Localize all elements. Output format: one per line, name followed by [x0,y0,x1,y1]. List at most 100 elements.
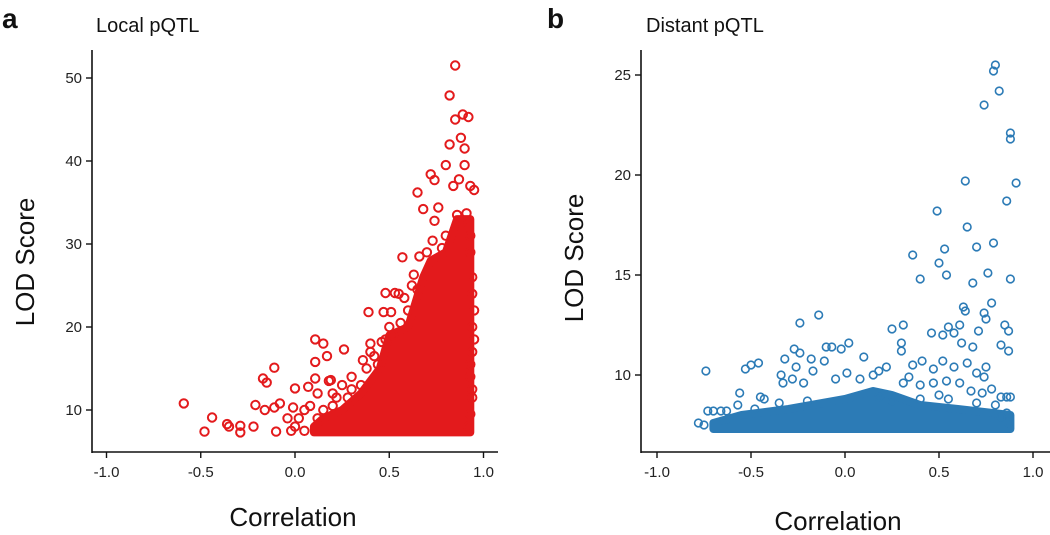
data-point [312,388,323,399]
data-point [286,425,297,436]
data-point [855,374,865,384]
data-point [393,288,404,299]
data-point [465,359,476,370]
data-point [467,288,478,299]
data-point [735,388,745,398]
y-tick-label: 10 [65,402,82,419]
data-point [928,378,939,388]
data-point [968,342,978,352]
data-point [289,383,301,394]
data-point [363,306,374,318]
data-point [321,350,333,362]
data-point [395,317,406,329]
data-point [235,420,246,431]
data-point [795,318,805,328]
x-tick-label: -1.0 [644,464,670,481]
data-point [859,352,869,362]
dense-point-cloud [309,215,475,437]
data-point [1005,128,1016,138]
data-point [250,399,261,411]
data-point [468,334,480,345]
data-point [421,247,433,258]
data-point [261,377,272,388]
data-point [830,374,841,384]
data-point [178,398,190,409]
data-point [750,404,760,414]
data-point [387,330,399,341]
x-axis-label: Correlation [229,502,356,532]
data-point [774,398,784,408]
data-point [917,356,927,366]
data-point [928,364,939,374]
data-point [708,406,719,416]
data-point [312,413,323,424]
data-point [1003,326,1014,336]
data-point [988,66,999,76]
data-point [979,308,989,318]
data-point [795,348,805,358]
data-point [450,114,461,125]
data-point [270,426,282,437]
data-point [1003,418,1014,428]
data-point [459,143,470,154]
y-tick-label: 20 [65,319,82,336]
data-point [981,314,991,324]
data-point [440,159,451,171]
data-point [943,394,954,404]
data-point [941,376,952,386]
x-tick-label: -0.5 [738,464,764,481]
data-point [455,132,467,144]
data-point [223,421,235,432]
y-tick-label: 25 [614,67,631,84]
data-point [429,174,440,186]
data-point [467,346,478,358]
data-point [821,342,831,352]
data-point [402,305,414,316]
data-point [701,366,711,376]
data-point [465,408,476,420]
data-point [960,306,970,316]
data-point [235,427,246,438]
data-point [259,404,270,416]
data-point [881,362,892,372]
data-point [299,404,310,416]
data-point [1002,392,1012,402]
data-point [990,60,1001,70]
data-point [384,321,395,333]
data-point [408,269,419,280]
data-point [908,250,918,260]
data-point [896,338,907,348]
data-point [457,109,468,120]
y-tick-label: 10 [614,367,631,384]
x-tick-label: -1.0 [94,464,120,481]
data-point [1003,346,1014,356]
data-point [819,356,829,366]
data-point [418,203,429,215]
panel-a-local-pqtl: a Local pQTL LOD Score Correlation -1.0-… [2,3,498,532]
x-tick-label: 0.5 [379,464,400,481]
data-point [282,413,293,424]
data-point [703,406,713,416]
data-point [380,287,391,299]
y-tick-label: 20 [614,167,631,184]
data-point [898,320,908,330]
data-point [956,338,967,348]
data-point [887,396,897,406]
data-point [955,320,965,330]
data-point [465,371,476,382]
data-point [979,372,989,382]
data-point [451,209,463,221]
y-tick-label: 50 [65,70,82,87]
data-point [755,392,766,402]
data-point [938,330,948,340]
data-point [1005,134,1016,144]
data-point [327,400,338,412]
data-point [896,346,907,356]
data-point [1002,196,1012,206]
x-tick-label: 0.0 [285,464,306,481]
data-point [740,364,751,374]
data-point [380,334,391,345]
data-point [461,208,472,219]
y-tick-label: 30 [65,236,82,253]
